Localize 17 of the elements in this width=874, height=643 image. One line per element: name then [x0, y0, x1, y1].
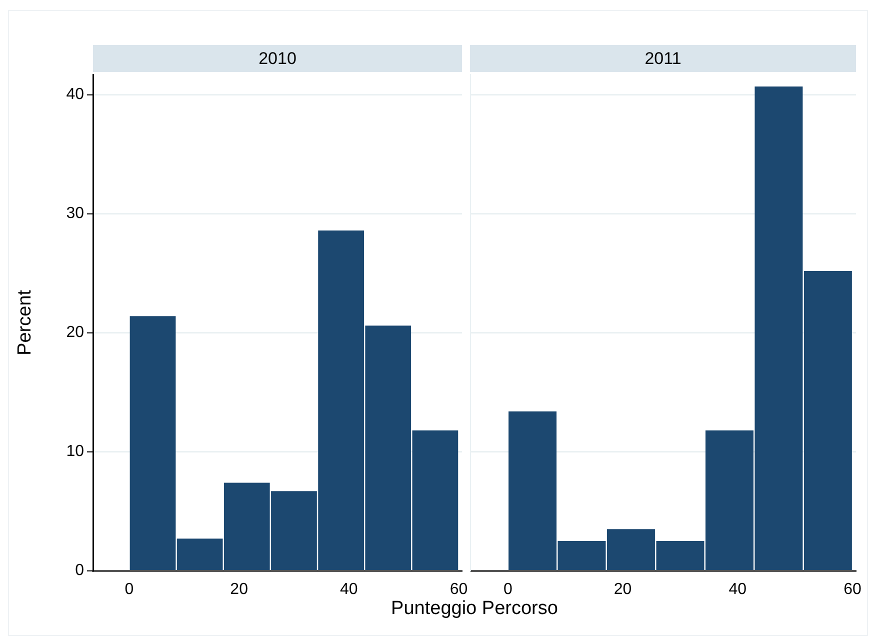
x-tick-label: 0 — [124, 580, 134, 598]
y-tick-label: 0 — [75, 562, 84, 580]
y-tick-label: 20 — [66, 324, 84, 342]
chart-title: 2011 — [470, 44, 856, 72]
y-axis-title: Percent — [14, 289, 36, 356]
x-tick-label: 20 — [614, 580, 632, 598]
x-tick-label: 60 — [450, 580, 468, 598]
y-tick-label: 10 — [66, 443, 84, 460]
x-tick-label: 40 — [340, 580, 358, 598]
x-tick-label: 60 — [844, 580, 862, 598]
y-tick-label: 30 — [66, 205, 84, 222]
x-tick-label: 0 — [503, 580, 512, 598]
x-tick-label: 20 — [230, 580, 248, 598]
x-axis-title: Punteggio Percorso — [390, 598, 559, 620]
x-tick-label: 40 — [728, 580, 747, 598]
y-tick-label: 40 — [66, 86, 84, 104]
chart-title: 2010 — [93, 44, 462, 72]
